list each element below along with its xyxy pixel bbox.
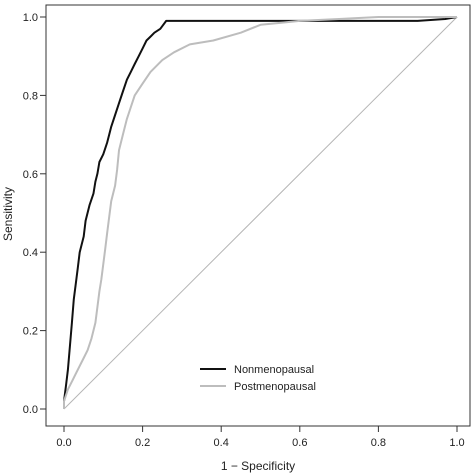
y-tick-label: 0.8 xyxy=(23,90,38,102)
x-axis: 0.0 0.2 0.4 0.6 0.8 1.0 xyxy=(56,426,465,449)
x-tick-label: 1.0 xyxy=(449,437,464,449)
x-tick-label: 0.4 xyxy=(214,437,229,449)
y-axis: 0.0 0.2 0.4 0.6 0.8 1.0 xyxy=(23,12,46,416)
series-layer xyxy=(63,16,458,409)
series-line-nonmenopausal xyxy=(63,16,458,409)
y-axis-title: Sensitivity xyxy=(1,187,15,241)
x-tick-label: 0.0 xyxy=(56,437,71,449)
y-tick-label: 1.0 xyxy=(23,12,38,24)
x-tick-label: 0.2 xyxy=(135,437,150,449)
x-tick-label: 0.6 xyxy=(292,437,307,449)
x-axis-title: 1 − Specificity xyxy=(221,459,295,473)
y-tick-label: 0.0 xyxy=(23,404,38,416)
y-tick-label: 0.2 xyxy=(23,326,38,338)
x-tick-label: 0.8 xyxy=(371,437,386,449)
reference-diagonal xyxy=(63,16,458,410)
legend-label-postmenopausal: Postmenopausal xyxy=(234,381,316,393)
plot-area xyxy=(45,4,471,427)
legend: Nonmenopausal Postmenopausal xyxy=(200,364,316,393)
y-tick-label: 0.6 xyxy=(23,169,38,181)
legend-label-nonmenopausal: Nonmenopausal xyxy=(234,364,314,376)
y-tick-label: 0.4 xyxy=(23,247,38,259)
series-line-postmenopausal xyxy=(63,16,457,409)
